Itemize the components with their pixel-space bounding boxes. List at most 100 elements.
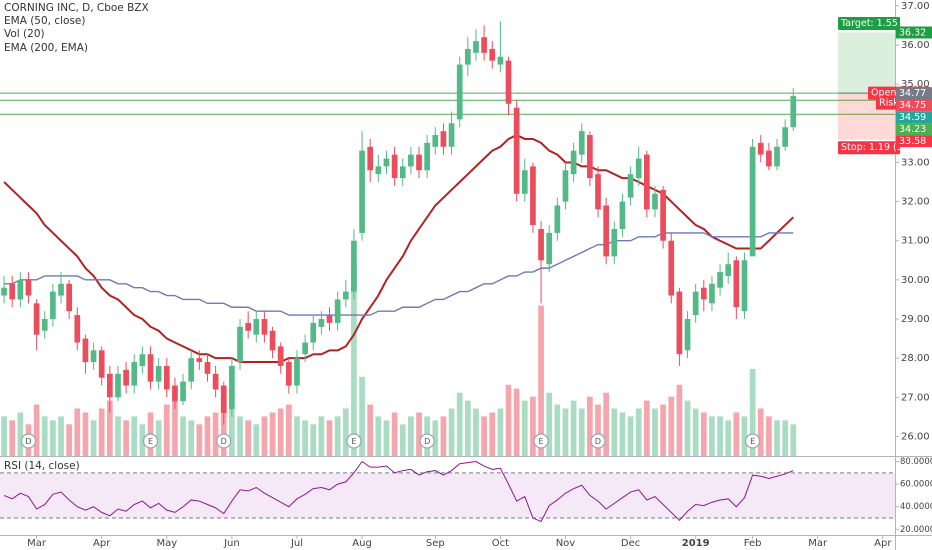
candle-body <box>1 287 7 296</box>
open-label: Open P <box>871 88 905 99</box>
candle-body <box>106 373 113 398</box>
candle-body <box>245 322 252 331</box>
volume-bar <box>684 400 691 456</box>
candle-body <box>684 319 691 351</box>
candle-body <box>521 170 528 194</box>
candle-body <box>652 193 658 210</box>
x-tick-label: Mar <box>27 538 47 549</box>
stop-label: Stop: 1.19 (3 <box>841 142 903 153</box>
candle-body <box>351 240 357 292</box>
candle-body <box>611 228 618 257</box>
candle-body <box>717 272 723 288</box>
legend-entry: EMA (200, EMA) <box>4 42 88 54</box>
volume-bar <box>196 424 203 456</box>
target-zone <box>838 32 895 94</box>
price-tag-label: 33.58 <box>899 136 926 147</box>
candle-body <box>505 60 512 104</box>
candle-body <box>408 154 414 167</box>
candle-body <box>619 201 626 229</box>
legend-entry: EMA (50, close) <box>4 15 86 27</box>
candle-body <box>41 319 48 331</box>
event-label: E <box>539 437 544 446</box>
candle-body <box>375 166 382 175</box>
candle-body <box>424 142 431 171</box>
candle-body <box>399 166 406 179</box>
volume-bar <box>180 416 186 456</box>
candle-body <box>416 154 422 171</box>
candle-body <box>448 123 455 147</box>
volume-bar <box>562 408 569 456</box>
candle-body <box>74 315 81 343</box>
volume-bar <box>351 266 357 456</box>
volume-bar <box>261 416 268 456</box>
volume-bar <box>717 416 723 456</box>
candle-body <box>9 283 16 300</box>
volume-bar <box>481 416 487 456</box>
y-tick-label: 29.00 <box>901 314 930 325</box>
volume-bar <box>115 416 121 456</box>
volume-bar <box>58 416 64 456</box>
candle-body <box>237 326 243 363</box>
volume-bar <box>725 420 732 456</box>
y-tick-label: 36.00 <box>901 40 930 51</box>
volume-bar <box>432 420 439 456</box>
candle-body <box>570 150 577 175</box>
legend-entry: RSI (14, close) <box>4 460 80 472</box>
volume-bar <box>383 420 390 456</box>
y-tick-label: 26.00 <box>901 431 930 442</box>
price-tag <box>896 26 932 39</box>
volume-bar <box>570 400 577 456</box>
volume-bar <box>1 416 7 456</box>
volume-bar <box>188 420 195 456</box>
volume-bar <box>41 416 48 456</box>
candle-body <box>359 150 365 233</box>
volume-bar <box>741 416 748 456</box>
event-label: E <box>750 437 755 446</box>
candle-body <box>294 358 300 386</box>
candle-body <box>749 146 756 257</box>
candle-body <box>253 319 260 335</box>
top-layer: CORNING INC, D, Cboe BZX EMA (50, close)… <box>4 2 932 472</box>
candle-body <box>33 303 40 335</box>
volume-bar <box>106 400 113 456</box>
rsi-tick-label: 60.0000 <box>900 480 932 490</box>
volume-bar <box>220 396 227 456</box>
volume-bar <box>733 412 740 456</box>
candle-body <box>660 189 666 241</box>
volume-bar <box>302 420 308 456</box>
candle-body <box>342 291 349 300</box>
y-tick-label: 33.00 <box>901 157 930 168</box>
volume-bar <box>530 396 536 456</box>
volume-bar <box>440 416 447 456</box>
candle-body <box>196 358 203 363</box>
candle-body <box>220 385 227 413</box>
volume-bar <box>334 416 341 456</box>
candle-body <box>595 174 601 210</box>
candle-body <box>115 373 121 398</box>
price-tag <box>896 135 932 148</box>
candle-body <box>172 385 178 402</box>
candle-body <box>50 291 56 320</box>
risk-label: Risk <box>879 98 899 109</box>
y-tick-label: 28.00 <box>901 353 930 364</box>
event-marker <box>20 433 37 449</box>
volume-bar <box>163 404 170 456</box>
candle-body <box>578 131 585 155</box>
volume-bar <box>229 408 235 456</box>
candle-body <box>473 41 479 53</box>
candle-body <box>98 350 105 378</box>
candle-body <box>180 381 186 402</box>
candle-body <box>709 283 715 304</box>
volume-bar <box>513 388 520 456</box>
volume-bar <box>660 404 666 456</box>
candle-body <box>790 95 797 128</box>
volume-bar <box>367 404 374 456</box>
volume-bar <box>9 420 16 456</box>
x-tick-label: May <box>156 538 177 549</box>
event-label: E <box>148 437 153 446</box>
volume-bar <box>538 305 544 456</box>
volume-bar <box>212 412 219 456</box>
target-label-bg <box>838 16 901 30</box>
